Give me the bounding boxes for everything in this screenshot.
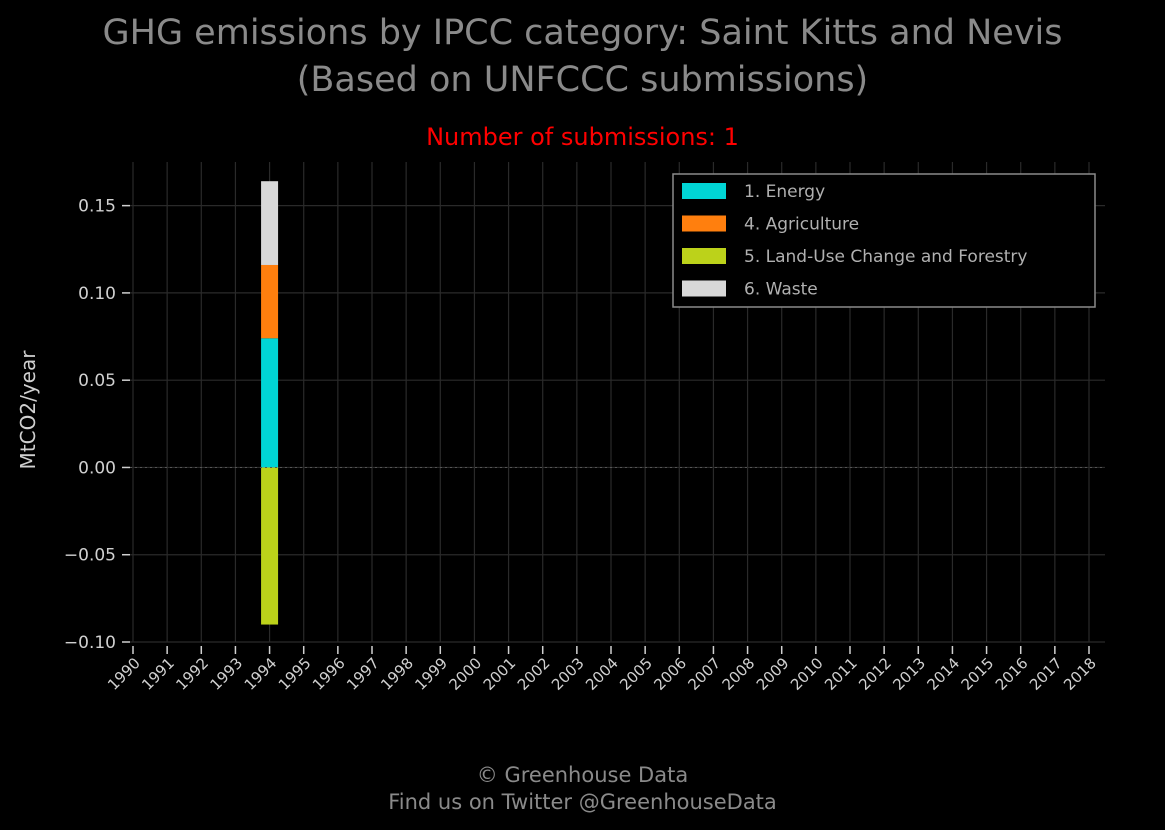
xtick-label-2002: 2002 [514, 654, 554, 694]
ytick-label-5: 0.15 [78, 197, 116, 217]
bar-1994-series-1 [261, 264, 279, 339]
xtick-label-2009: 2009 [753, 654, 793, 694]
xtick-label-1992: 1992 [172, 654, 212, 694]
xtick-label-2018: 2018 [1060, 654, 1100, 694]
xtick-label-1995: 1995 [275, 654, 315, 694]
ytick-label-1: −0.05 [64, 546, 116, 566]
legend: 1. Energy 4. Agriculture 5. Land-Use Chang… [672, 173, 1096, 308]
xtick-label-1997: 1997 [343, 654, 383, 694]
xtick-label-2003: 2003 [548, 654, 588, 694]
y-axis-label: MtCO2/year [16, 350, 40, 470]
bar-1994-series-0 [261, 338, 279, 468]
xtick-label-1994: 1994 [241, 654, 281, 694]
xtick-label-1996: 1996 [309, 654, 349, 694]
xtick-label-2011: 2011 [821, 654, 861, 694]
xtick-label-1993: 1993 [207, 654, 247, 694]
bars [261, 181, 279, 625]
xtick-label-2016: 2016 [992, 654, 1032, 694]
legend-box [672, 173, 1096, 308]
xtick-label-1999: 1999 [411, 654, 451, 694]
xtick-label-2014: 2014 [924, 654, 964, 694]
chart-subtitle: Number of submissions: 1 [426, 123, 739, 151]
legend-swatch-1 [682, 215, 726, 232]
chart-title-line2: (Based on UNFCCC submissions) [296, 60, 869, 100]
xtick-label-2015: 2015 [958, 654, 998, 694]
xtick-label-1991: 1991 [138, 654, 178, 694]
bar-1994-series-3 [261, 181, 279, 265]
chart-area: −0.10−0.050.000.050.100.1519901991199219… [16, 162, 1105, 694]
xtick-label-2017: 2017 [1026, 654, 1066, 694]
legend-swatch-2 [682, 248, 726, 264]
legend-label-0: 1. Energy [744, 182, 825, 202]
footer-copyright: © Greenhouse Data [476, 763, 689, 787]
xtick-label-2013: 2013 [889, 654, 929, 694]
ytick-label-2: 0.00 [78, 458, 116, 478]
legend-swatch-0 [682, 183, 726, 199]
footer-twitter: Find us on Twitter @GreenhouseData [388, 790, 777, 814]
legend-label-1: 4. Agriculture [744, 215, 859, 235]
xtick-label-2012: 2012 [855, 654, 895, 694]
xtick-label-2008: 2008 [719, 654, 759, 694]
legend-label-3: 6. Waste [744, 280, 818, 300]
legend-swatch-3 [682, 280, 726, 297]
xtick-label-1990: 1990 [104, 654, 144, 694]
ytick-label-0: −0.10 [64, 633, 116, 653]
xtick-label-2010: 2010 [787, 654, 827, 694]
ytick-label-4: 0.10 [78, 284, 116, 304]
chart-title-line1: GHG emissions by IPCC category: Saint Ki… [102, 13, 1063, 53]
xtick-label-1998: 1998 [377, 654, 417, 694]
legend-label-2: 5. Land-Use Change and Forestry [744, 247, 1027, 267]
bar-1994-series-2 [261, 467, 279, 625]
xtick-label-2007: 2007 [685, 654, 725, 694]
xtick-label-2004: 2004 [582, 654, 622, 694]
xtick-label-2006: 2006 [650, 654, 690, 694]
xtick-label-2001: 2001 [480, 654, 520, 694]
ytick-label-3: 0.05 [78, 371, 116, 391]
xtick-label-2005: 2005 [616, 654, 656, 694]
xtick-label-2000: 2000 [446, 654, 486, 694]
